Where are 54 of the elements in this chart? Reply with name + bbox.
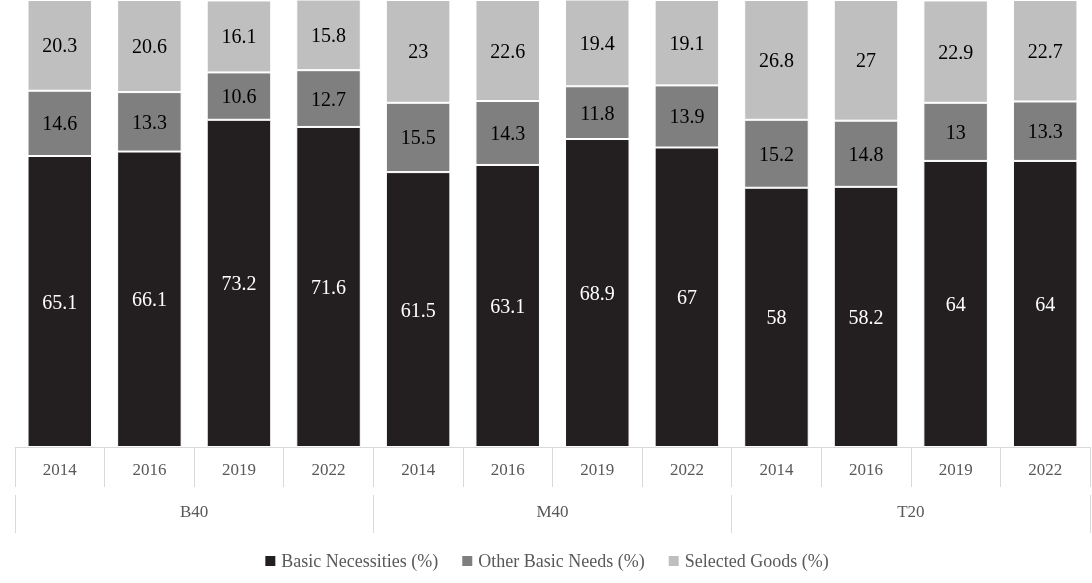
text: M40 xyxy=(536,502,569,521)
x-tick-label: 2019 xyxy=(938,460,973,479)
legend-label: Basic Necessities (%) xyxy=(281,551,439,572)
data-label: 64 xyxy=(945,292,966,315)
data-label: 22.7 xyxy=(1027,39,1063,62)
data-label: 13.3 xyxy=(131,110,167,133)
data-label: 13.9 xyxy=(669,105,705,128)
data-label: 61.5 xyxy=(400,298,436,321)
data-label: 19.1 xyxy=(669,31,705,54)
text: T20 xyxy=(897,502,925,521)
data-label: 67 xyxy=(676,286,697,309)
legend-label: Other Basic Needs (%) xyxy=(478,551,645,572)
x-tick-label: 2019 xyxy=(580,460,615,479)
data-label: 64 xyxy=(1035,292,1056,315)
x-tick-label: 2022 xyxy=(669,460,704,479)
data-label: 20.3 xyxy=(42,34,78,57)
x-tick-label: 2014 xyxy=(401,460,436,479)
data-label: 22.6 xyxy=(490,39,526,62)
data-label: 22.9 xyxy=(938,40,974,63)
data-label: 68.9 xyxy=(579,282,615,305)
x-tick-label: 2022 xyxy=(1028,460,1063,479)
data-label: 58 xyxy=(766,306,787,329)
data-label: 27 xyxy=(856,49,877,72)
data-label: 14.3 xyxy=(490,121,526,144)
data-label: 15.8 xyxy=(311,23,347,46)
data-label: 15.5 xyxy=(400,126,436,149)
x-tick-label: 2022 xyxy=(311,460,346,479)
data-label: 15.2 xyxy=(758,142,794,165)
x-tick-label: 2019 xyxy=(221,460,256,479)
data-label: 26.8 xyxy=(758,48,794,71)
data-label: 23 xyxy=(408,40,429,63)
data-label: 14.8 xyxy=(848,142,884,165)
data-label: 20.6 xyxy=(131,35,167,58)
x-tick-label: 2016 xyxy=(132,460,167,479)
x-tick-label: 2016 xyxy=(490,460,525,479)
data-label: 11.8 xyxy=(580,101,615,124)
data-label: 73.2 xyxy=(221,272,257,295)
data-label: 71.6 xyxy=(311,275,347,298)
text: B40 xyxy=(179,502,209,521)
data-label: 66.1 xyxy=(131,288,167,311)
x-tick-label: 2016 xyxy=(849,460,884,479)
data-label: 14.6 xyxy=(42,112,78,135)
data-label: 13.3 xyxy=(1027,120,1063,143)
data-label: 65.1 xyxy=(42,290,78,313)
data-label: 63.1 xyxy=(490,294,526,317)
data-label: 10.6 xyxy=(221,85,257,108)
x-tick-label: 2014 xyxy=(42,460,78,479)
x-tick-label: 2014 xyxy=(759,460,794,479)
legend-label: Selected Goods (%) xyxy=(684,551,829,572)
data-label: 19.4 xyxy=(579,31,615,54)
data-label: 58.2 xyxy=(848,305,884,328)
data-label: 16.1 xyxy=(221,25,257,48)
data-label: 13 xyxy=(945,120,966,143)
data-label: 12.7 xyxy=(311,87,347,110)
